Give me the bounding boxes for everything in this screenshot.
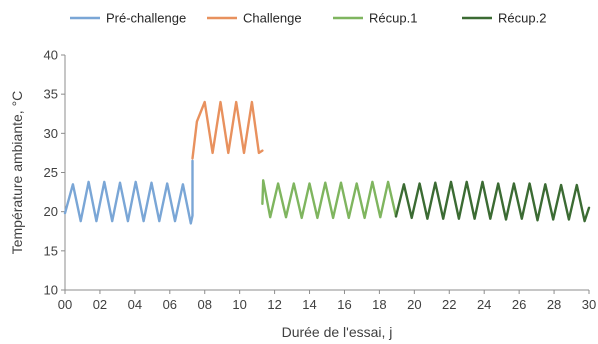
x-tick-label: 10: [232, 297, 246, 312]
x-tick-label: 08: [197, 297, 211, 312]
y-tick-label: 35: [44, 87, 58, 102]
x-tick-label: 12: [267, 297, 281, 312]
legend-label-3: Récup.1: [369, 11, 417, 26]
x-tick-label: 06: [163, 297, 177, 312]
series-line-1: [63, 159, 194, 225]
x-tick-label: 14: [302, 297, 316, 312]
x-tick-label: 00: [58, 297, 72, 312]
legend: Pré-challenge Challenge Récup.1 Récup.2: [70, 11, 546, 26]
series-line-4: [394, 180, 591, 223]
y-tick-label: 40: [44, 48, 58, 63]
y-tick-label: 30: [44, 126, 58, 141]
y-tick-label: 10: [44, 283, 58, 298]
x-axis-title: Durée de l'essai, j: [282, 324, 393, 340]
series-line-2: [191, 100, 264, 160]
legend-label-1: Pré-challenge: [106, 11, 186, 26]
axes: 10 15 20 25 30 35 40 00 02 04 06 08 10 12 14 16 18 20 22 24…: [44, 48, 597, 313]
series-layer: [63, 100, 591, 225]
legend-label-4: Récup.2: [498, 11, 546, 26]
y-tick-label: 25: [44, 165, 58, 180]
series-line-3: [261, 179, 398, 220]
y-tick-label: 15: [44, 243, 58, 258]
x-tick-label: 16: [337, 297, 351, 312]
x-tick-label: 28: [547, 297, 561, 312]
x-tick-label: 20: [407, 297, 421, 312]
x-tick-label: 04: [128, 297, 142, 312]
x-tick-label: 30: [582, 297, 596, 312]
x-tick-label: 02: [93, 297, 107, 312]
y-axis-title: Température ambiante, °C: [9, 91, 25, 255]
x-tick-label: 26: [512, 297, 526, 312]
x-tick-label: 18: [372, 297, 386, 312]
x-tick-label: 24: [477, 297, 491, 312]
x-tick-label: 22: [442, 297, 456, 312]
y-tick-label: 20: [44, 204, 58, 219]
legend-label-2: Challenge: [243, 11, 302, 26]
